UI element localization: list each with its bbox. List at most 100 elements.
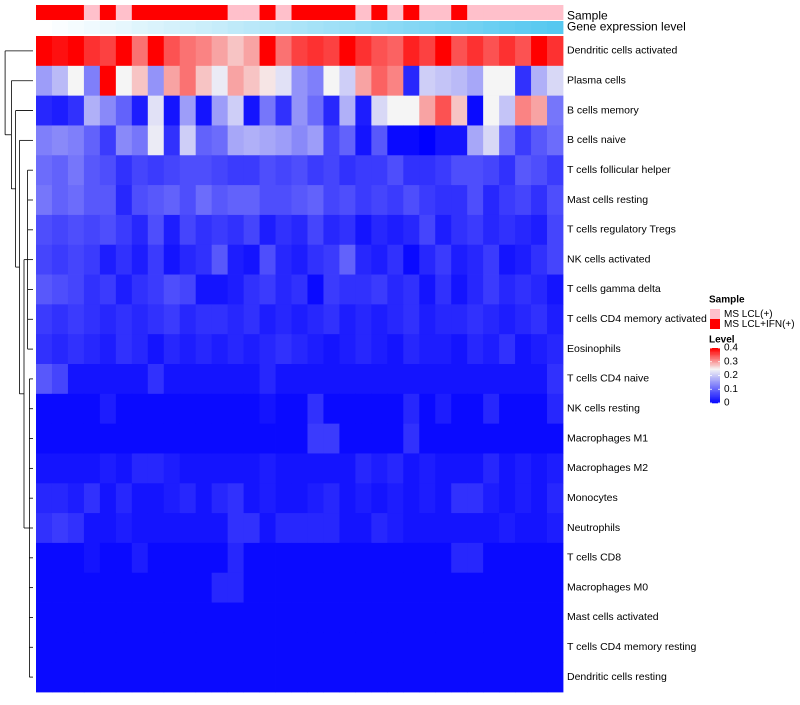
- heatmap-cell: [531, 274, 548, 305]
- heatmap-cell: [451, 453, 468, 484]
- heatmap-cell: [339, 36, 356, 67]
- heatmap-cell: [147, 483, 165, 514]
- heatmap-cell: [211, 95, 229, 126]
- heatmap-cell: [515, 483, 532, 514]
- heatmap-cell: [36, 65, 53, 97]
- heatmap-cell: [323, 632, 340, 663]
- heatmap-cell: [339, 244, 356, 275]
- heatmap-cell: [83, 125, 101, 156]
- level-legend-tick-label: 0.4: [724, 343, 738, 354]
- heatmap-cell: [147, 274, 165, 305]
- level-legend-tick-label: 0: [724, 398, 730, 409]
- heatmap-cell: [547, 155, 564, 186]
- heatmap-cell: [323, 602, 340, 633]
- heatmap-cell: [67, 602, 85, 633]
- heatmap-cell: [355, 423, 372, 454]
- heatmap-cell: [115, 393, 133, 425]
- heatmap-cell: [403, 155, 420, 186]
- gene-expression-track-cell: [467, 21, 484, 34]
- heatmap-cell: [115, 244, 133, 275]
- heatmap-cell: [307, 155, 324, 186]
- heatmap-cell: [291, 453, 308, 484]
- heatmap-cell: [147, 95, 165, 126]
- heatmap-cell: [275, 453, 292, 484]
- heatmap-cell: [531, 185, 548, 216]
- heatmap-cell: [163, 36, 181, 67]
- heatmap-cell: [339, 542, 356, 574]
- sample-track-cell: [339, 5, 356, 20]
- level-legend-tick-label: 0.1: [724, 384, 738, 395]
- heatmap-cell: [99, 185, 117, 216]
- heatmap-cell: [195, 185, 213, 216]
- heatmap-cell: [435, 513, 452, 544]
- heatmap-cell: [323, 542, 340, 574]
- level-legend-gradient-step: [710, 387, 720, 390]
- heatmap-cell: [291, 483, 308, 514]
- heatmap-cell: [259, 393, 276, 425]
- heatmap-cell: [355, 364, 372, 395]
- gene-expression-track-cell: [291, 21, 308, 34]
- heatmap-cell: [355, 453, 372, 484]
- heatmap-cell: [227, 423, 245, 454]
- heatmap-cell: [371, 125, 388, 156]
- heatmap-cell: [371, 364, 388, 395]
- heatmap-cell: [179, 334, 197, 365]
- level-legend-gradient-step: [710, 367, 720, 369]
- gene-expression-track-cell: [371, 21, 388, 34]
- heatmap-cell: [243, 214, 260, 246]
- heatmap-cell: [355, 483, 372, 514]
- heatmap-cell: [51, 185, 69, 216]
- heatmap-cell: [131, 185, 149, 216]
- heatmap-cell: [291, 155, 308, 186]
- heatmap-cell: [67, 423, 85, 454]
- heatmap-cell: [211, 334, 229, 365]
- sample-track-cell: [195, 5, 213, 20]
- heatmap-cell: [99, 423, 117, 454]
- heatmap-cell: [323, 483, 340, 514]
- heatmap-cell: [83, 185, 101, 216]
- heatmap-cell: [355, 214, 372, 246]
- sample-track-cell: [547, 5, 564, 20]
- heatmap-cell: [483, 214, 500, 246]
- heatmap-cell: [435, 483, 452, 514]
- heatmap-cell: [435, 125, 452, 156]
- sample-track-cell: [163, 5, 181, 20]
- row-label: T cells CD4 memory activated: [567, 313, 707, 325]
- heatmap-cell: [243, 542, 260, 574]
- heatmap-cell: [227, 364, 245, 395]
- heatmap-cell: [339, 95, 356, 126]
- heatmap-cell: [307, 36, 324, 67]
- heatmap-cell: [339, 602, 356, 633]
- level-legend-gradient-step: [710, 372, 720, 375]
- heatmap-cell: [67, 513, 85, 544]
- heatmap-cell: [243, 36, 260, 67]
- heatmap-cell: [99, 244, 117, 275]
- heatmap-cell: [435, 65, 452, 97]
- heatmap-cell: [83, 214, 101, 246]
- heatmap-cell: [515, 244, 532, 275]
- heatmap-cell: [259, 36, 276, 67]
- row-label: T cells CD4 naive: [567, 373, 649, 385]
- heatmap-cell: [195, 542, 213, 574]
- heatmap-cell: [387, 602, 404, 633]
- gene-expression-annotation-track: [36, 21, 564, 34]
- heatmap-cell: [51, 364, 69, 395]
- heatmap-cell: [163, 214, 181, 246]
- heatmap-cell: [371, 393, 388, 425]
- heatmap-cell: [227, 95, 245, 126]
- heatmap-cell: [275, 185, 292, 216]
- heatmap-cell: [67, 632, 85, 663]
- heatmap-cell: [243, 423, 260, 454]
- heatmap-cell: [387, 513, 404, 544]
- heatmap-cell: [195, 65, 213, 97]
- heatmap-cell: [115, 304, 133, 335]
- heatmap-cell: [291, 632, 308, 663]
- gene-expression-track-cell: [531, 21, 548, 34]
- heatmap-cell: [499, 364, 516, 395]
- heatmap-cell: [307, 423, 324, 454]
- heatmap-cell: [259, 185, 276, 216]
- level-legend-gradient-step: [710, 352, 720, 354]
- row-label: B cells naive: [567, 134, 626, 146]
- heatmap-cell: [467, 95, 484, 126]
